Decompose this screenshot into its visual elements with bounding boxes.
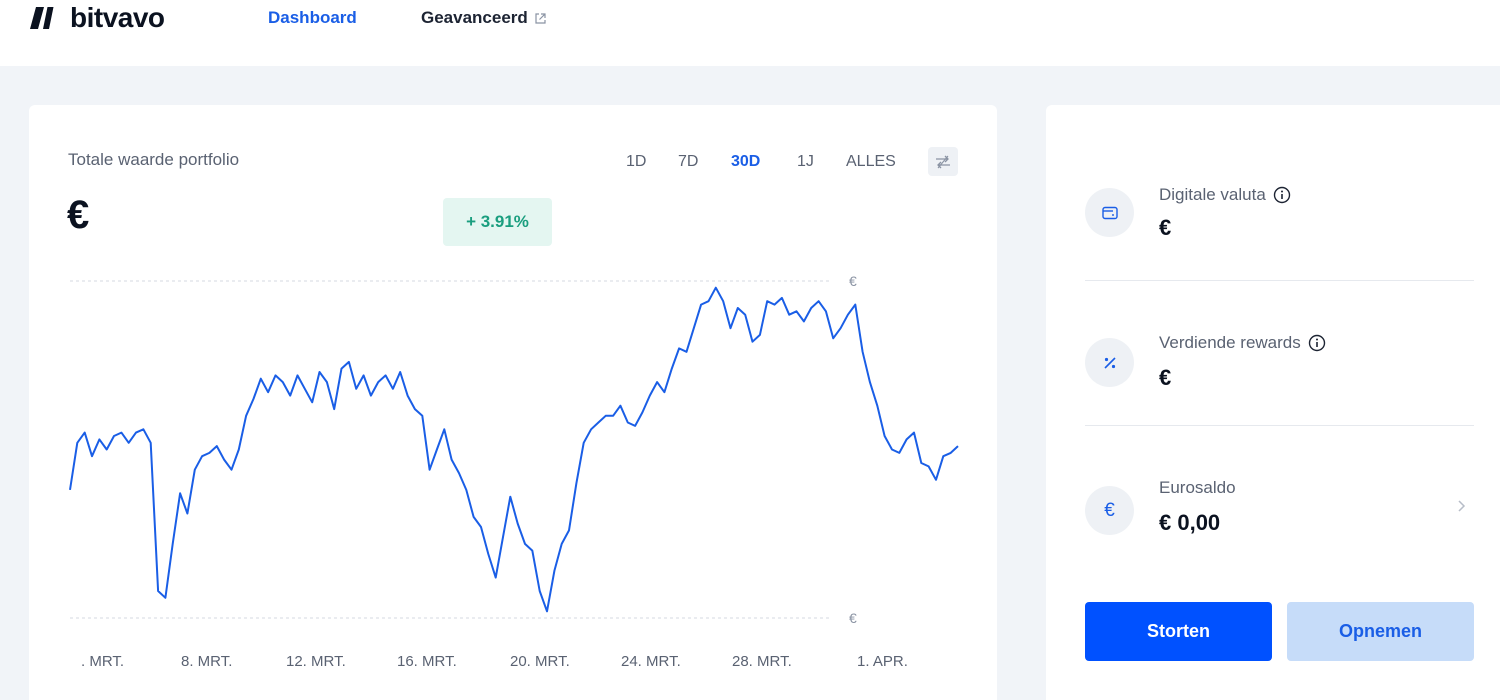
info-icon[interactable] xyxy=(1308,334,1326,352)
asset-row-eurosaldo[interactable]: € Eurosaldo € 0,00 xyxy=(1085,478,1474,553)
asset-label: Eurosaldo xyxy=(1159,478,1236,497)
compare-button[interactable] xyxy=(928,147,958,176)
divider xyxy=(1085,425,1474,426)
x-tick-label: 1. APR. xyxy=(857,653,908,670)
x-tick-label: . MRT. xyxy=(81,653,124,670)
x-tick-label: 28. MRT. xyxy=(732,653,792,670)
wallet-icon xyxy=(1085,188,1134,237)
asset-label-text: Digitale valuta xyxy=(1159,185,1266,204)
portfolio-line-chart[interactable]: € € . MRT. 8. MRT. 12. MRT. 16. MRT. 20. MRT… xyxy=(29,105,997,700)
portfolio-title: Totale waarde portfolio xyxy=(68,150,240,169)
bitvavo-logo[interactable]: bitvavo xyxy=(30,2,165,34)
x-tick-label: 8. MRT. xyxy=(181,653,232,670)
asset-value: € xyxy=(1159,365,1172,390)
deposit-button[interactable]: Storten xyxy=(1085,602,1272,661)
asset-label-text: Verdiende rewards xyxy=(1159,333,1301,352)
range-7d[interactable]: 7D xyxy=(678,153,699,170)
range-alles[interactable]: ALLES xyxy=(846,153,896,170)
portfolio-chart-card: Totale waarde portfolio € + 3.91% 1D 7D … xyxy=(29,105,997,700)
divider xyxy=(1085,280,1474,281)
withdraw-button[interactable]: Opnemen xyxy=(1287,602,1474,661)
compare-arrows-icon xyxy=(936,155,950,168)
nav-dashboard[interactable]: Dashboard xyxy=(268,8,357,27)
asset-value: € xyxy=(1159,215,1172,240)
range-1d[interactable]: 1D xyxy=(626,153,647,170)
x-axis-ticks: . MRT. 8. MRT. 12. MRT. 16. MRT. 20. MRT. 24.… xyxy=(81,653,908,670)
asset-row-verdiende-rewards[interactable]: Verdiende rewards € xyxy=(1085,333,1474,403)
logo-text: bitvavo xyxy=(70,2,165,33)
x-tick-label: 24. MRT. xyxy=(621,653,681,670)
asset-value: € 0,00 xyxy=(1159,510,1221,535)
percent-icon xyxy=(1085,338,1134,387)
external-link-icon xyxy=(535,12,546,24)
euro-icon: € xyxy=(1085,486,1134,535)
bitvavo-logo-icon xyxy=(30,7,54,29)
range-30d[interactable]: 30D xyxy=(731,153,761,170)
series-line xyxy=(69,286,959,613)
nav-geavanceerd[interactable]: Geavanceerd xyxy=(421,8,547,28)
nav-geavanceerd-label: Geavanceerd xyxy=(421,8,528,27)
asset-label: Verdiende rewards xyxy=(1159,333,1326,353)
x-tick-label: 12. MRT. xyxy=(286,653,346,670)
balances-card: Digitale valuta € Verdiende rewards xyxy=(1046,105,1500,700)
x-tick-label: 20. MRT. xyxy=(510,653,570,670)
range-1j[interactable]: 1J xyxy=(797,153,814,170)
top-bar: bitvavo Dashboard Geavanceerd xyxy=(0,0,1500,66)
info-icon[interactable] xyxy=(1273,186,1291,204)
chevron-right-icon[interactable] xyxy=(1456,499,1466,513)
y-tick-label-min: € xyxy=(849,610,857,626)
y-tick-label-max: € xyxy=(849,273,857,289)
asset-row-digitale-valuta[interactable]: Digitale valuta € xyxy=(1085,185,1474,255)
x-tick-label: 16. MRT. xyxy=(397,653,457,670)
asset-label: Digitale valuta xyxy=(1159,185,1291,205)
portfolio-value: € xyxy=(67,193,90,237)
change-badge: + 3.91% xyxy=(443,198,552,246)
